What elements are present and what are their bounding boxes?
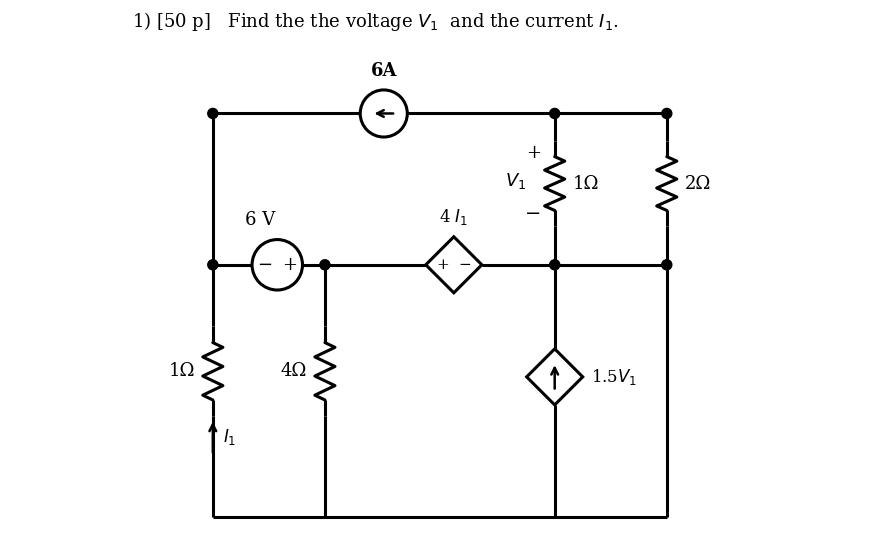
Text: −: − — [257, 256, 272, 274]
Text: 2Ω: 2Ω — [684, 174, 711, 193]
Text: 1) [50 p]   Find the the voltage $V_1$  and the current $I_1$.: 1) [50 p] Find the the voltage $V_1$ and… — [132, 10, 618, 33]
Text: 1.5$V_1$: 1.5$V_1$ — [591, 367, 637, 387]
Circle shape — [550, 108, 559, 119]
Text: 1Ω: 1Ω — [169, 362, 195, 380]
Text: +: + — [282, 256, 297, 274]
Text: +: + — [526, 144, 541, 162]
Text: $I_1$: $I_1$ — [223, 427, 236, 448]
Text: 6 V: 6 V — [246, 211, 275, 230]
Text: −: − — [458, 258, 471, 272]
Circle shape — [662, 260, 672, 270]
Text: 4Ω: 4Ω — [281, 362, 307, 380]
Circle shape — [208, 108, 218, 119]
Text: 6A: 6A — [371, 62, 397, 80]
Text: 4 $I_1$: 4 $I_1$ — [440, 206, 468, 227]
Circle shape — [662, 108, 672, 119]
Circle shape — [320, 260, 330, 270]
Circle shape — [208, 260, 218, 270]
Circle shape — [550, 260, 559, 270]
Text: −: − — [525, 205, 542, 223]
Text: +: + — [437, 258, 449, 272]
Text: 1Ω: 1Ω — [572, 174, 599, 193]
Text: $V_1$: $V_1$ — [505, 171, 527, 191]
